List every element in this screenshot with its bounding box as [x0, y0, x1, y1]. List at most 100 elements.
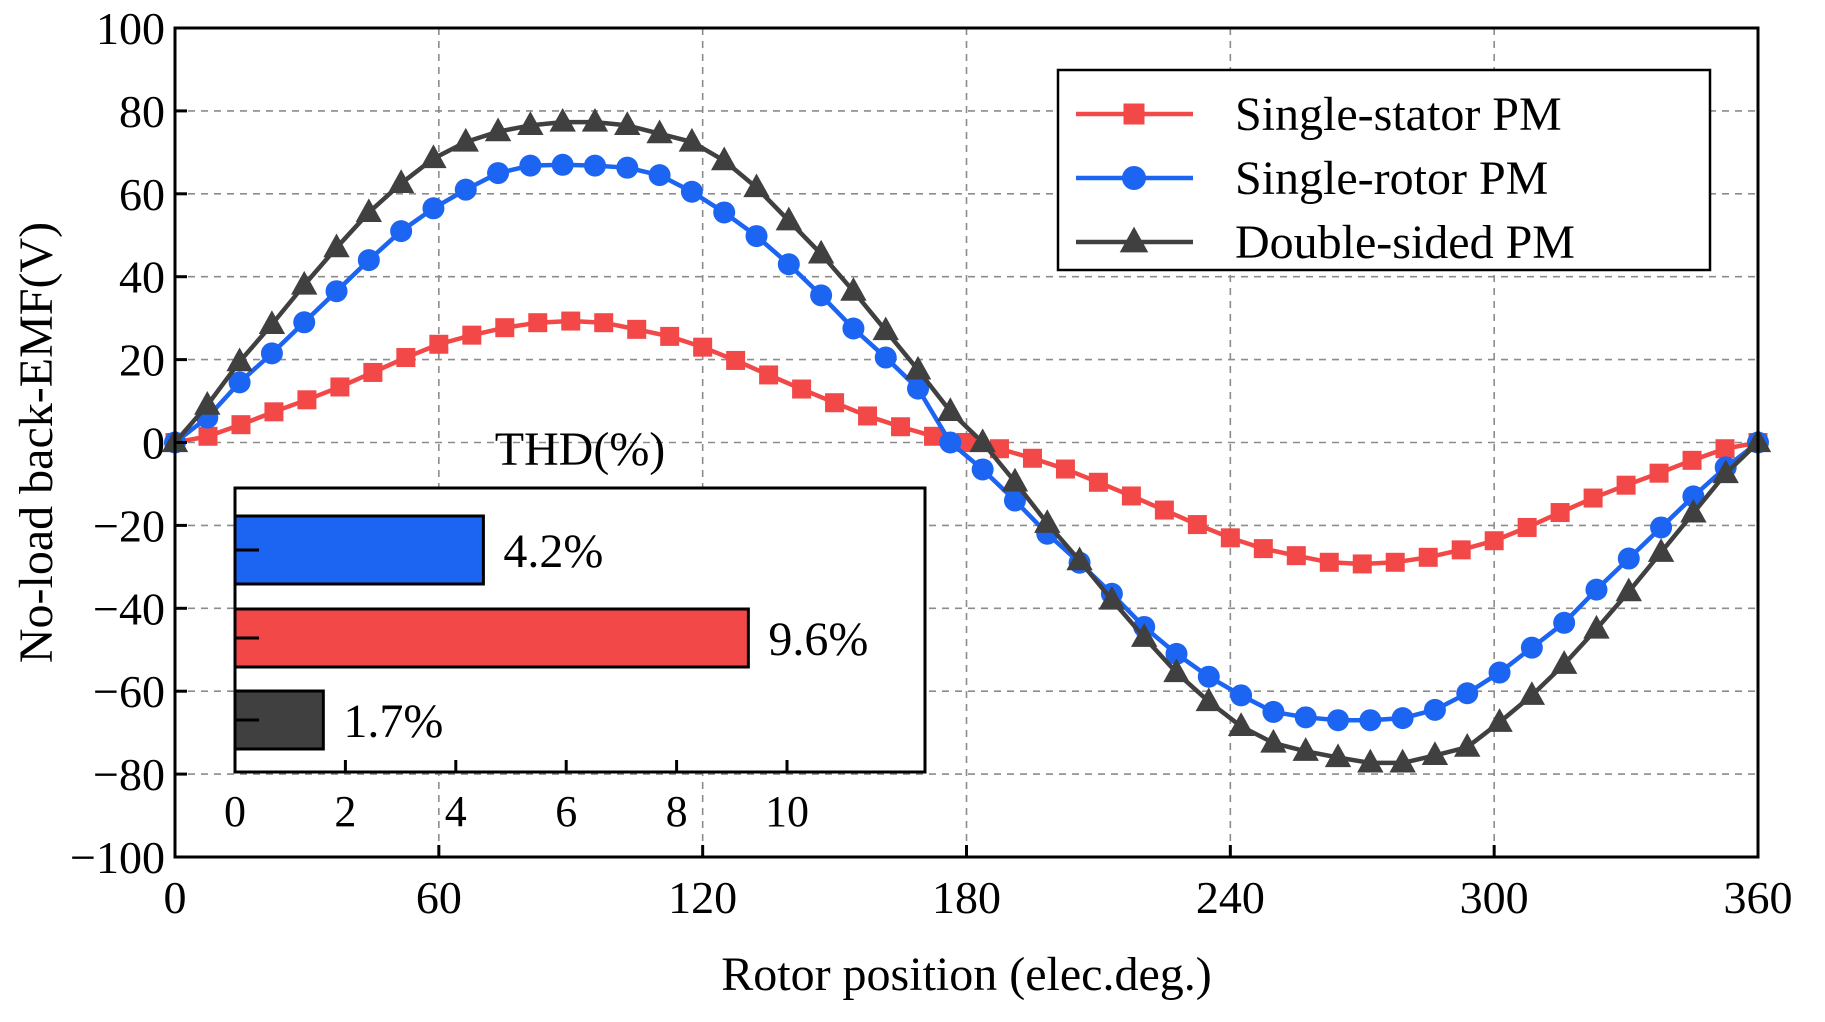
x-tick-label: 0	[164, 872, 187, 923]
data-point	[1034, 509, 1061, 533]
data-point	[1357, 748, 1384, 773]
data-point	[1389, 748, 1416, 773]
data-point	[937, 397, 964, 421]
x-tick-label: 180	[932, 872, 1001, 923]
data-point	[452, 127, 479, 152]
data-point	[1154, 500, 1174, 520]
data-point	[258, 310, 286, 334]
data-point	[678, 127, 706, 152]
data-point	[355, 198, 383, 223]
data-point	[874, 346, 897, 369]
data-point	[1385, 552, 1405, 572]
data-point	[1098, 585, 1126, 610]
data-point	[462, 325, 482, 345]
data-point	[971, 458, 994, 481]
data-point	[1456, 682, 1479, 705]
data-point	[293, 311, 316, 334]
data-point	[226, 347, 253, 372]
data-point	[614, 111, 641, 135]
data-point	[1650, 516, 1673, 539]
data-point	[357, 249, 380, 272]
data-point	[264, 402, 284, 422]
data-point	[858, 406, 878, 426]
y-tick-label: 0	[142, 418, 165, 469]
data-point	[429, 334, 449, 354]
data-point	[1165, 642, 1188, 665]
y-tick-label: −60	[93, 666, 165, 717]
data-point	[1682, 450, 1702, 470]
series-single-stator-pm	[165, 311, 1768, 574]
data-point	[1130, 623, 1158, 647]
data-point	[323, 233, 350, 258]
data-point	[396, 348, 416, 368]
data-point	[810, 284, 833, 307]
data-point	[528, 313, 548, 333]
data-point	[1003, 489, 1026, 512]
data-point	[792, 379, 812, 399]
data-point	[1260, 728, 1287, 753]
data-point	[387, 169, 415, 194]
data-point	[1553, 611, 1576, 634]
legend-marker	[1122, 166, 1146, 190]
x-tick-label: 120	[668, 872, 737, 923]
data-point	[1195, 687, 1222, 712]
data-point	[517, 111, 544, 135]
data-point	[519, 154, 542, 177]
thd-bar-label: 9.6%	[768, 613, 868, 666]
legend-box	[1056, 68, 1712, 272]
y-tick-label: 100	[96, 3, 165, 54]
inset-title: THD(%)	[495, 423, 666, 476]
y-tick-label: −40	[93, 583, 165, 634]
data-point	[825, 393, 845, 413]
data-point	[1001, 467, 1029, 492]
data-point	[1585, 578, 1608, 601]
data-point	[1583, 614, 1610, 639]
data-point	[194, 391, 221, 415]
axis-ticks: 0 60 120 180 240 300 360−100−80−60−40−20020406…	[70, 3, 1792, 923]
thd-bar-label: 4.2%	[503, 525, 603, 578]
data-point	[1423, 698, 1446, 721]
data-point	[1616, 475, 1636, 495]
data-point	[1230, 684, 1253, 707]
inset-x-tick-label: 6	[555, 787, 577, 836]
x-tick-label: 360	[1724, 872, 1793, 923]
data-point	[1352, 554, 1372, 574]
data-point	[1197, 665, 1220, 688]
inset-x-tick-label: 2	[334, 787, 356, 836]
x-axis-title: Rotor position (elec.deg.)	[721, 948, 1212, 1001]
data-point	[231, 415, 251, 435]
inset-x-tick-label: 0	[224, 787, 246, 836]
data-point	[484, 117, 512, 142]
data-point	[807, 239, 835, 264]
y-tick-label: 80	[119, 86, 165, 137]
series-double-sided-pm	[161, 107, 1772, 773]
data-point	[759, 365, 779, 385]
data-point	[487, 162, 510, 185]
data-point	[660, 326, 680, 346]
data-point	[1294, 706, 1317, 729]
data-point	[1327, 709, 1350, 732]
data-point	[1227, 712, 1255, 737]
data-point	[1682, 485, 1705, 508]
inset-frame	[233, 486, 927, 774]
data-point	[969, 428, 996, 453]
data-point	[454, 178, 477, 201]
data-point	[198, 426, 218, 446]
data-point	[904, 355, 932, 380]
data-point	[743, 173, 770, 198]
data-point	[1680, 498, 1707, 523]
data-point	[777, 253, 800, 276]
data-point	[842, 317, 865, 340]
data-point	[1647, 538, 1675, 562]
x-tick-label: 300	[1460, 872, 1529, 923]
data-point	[1488, 661, 1511, 684]
data-point	[1121, 486, 1141, 506]
data-point	[1486, 708, 1513, 732]
y-tick-label: 60	[119, 169, 165, 220]
legend-marker	[1123, 103, 1145, 125]
inset-x-tick-label: 8	[666, 787, 688, 836]
data-point	[957, 433, 976, 452]
data-point	[1712, 459, 1739, 484]
data-point	[1649, 463, 1669, 483]
